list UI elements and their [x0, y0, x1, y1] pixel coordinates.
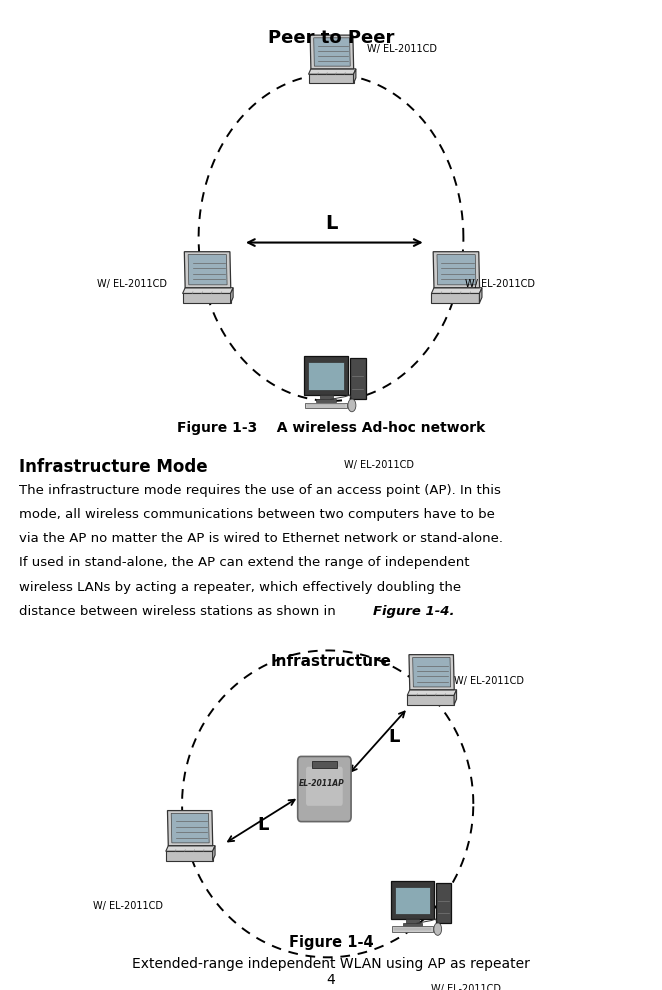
- Bar: [305, 403, 347, 408]
- Text: The infrastructure mode requires the use of an access point (AP). In this: The infrastructure mode requires the use…: [19, 483, 500, 497]
- Bar: [320, 395, 333, 399]
- Polygon shape: [188, 254, 227, 285]
- Text: L: L: [258, 816, 269, 835]
- Polygon shape: [432, 293, 479, 303]
- Text: via the AP no matter the AP is wired to Ethernet network or stand-alone.: via the AP no matter the AP is wired to …: [19, 532, 502, 545]
- Bar: [350, 357, 366, 399]
- Polygon shape: [412, 657, 451, 687]
- Polygon shape: [183, 293, 230, 303]
- Polygon shape: [437, 254, 476, 285]
- Polygon shape: [432, 288, 482, 293]
- Text: Peer to Peer: Peer to Peer: [268, 29, 394, 47]
- Bar: [393, 927, 433, 932]
- Text: If used in stand-alone, the AP can extend the range of independent: If used in stand-alone, the AP can exten…: [19, 556, 469, 569]
- Text: EL-2011AP: EL-2011AP: [299, 779, 345, 788]
- Text: Figure 1-3    A wireless Ad-hoc network: Figure 1-3 A wireless Ad-hoc network: [177, 421, 485, 435]
- Polygon shape: [171, 814, 209, 842]
- FancyBboxPatch shape: [306, 766, 343, 806]
- Bar: [395, 887, 430, 914]
- Polygon shape: [183, 288, 233, 293]
- Polygon shape: [454, 690, 457, 705]
- Polygon shape: [184, 251, 231, 288]
- Polygon shape: [166, 851, 213, 860]
- Text: mode, all wireless communications between two computers have to be: mode, all wireless communications betwee…: [19, 508, 495, 521]
- Text: Figure 1-4: Figure 1-4: [289, 935, 373, 950]
- Text: W/ EL-2011CD: W/ EL-2011CD: [454, 675, 524, 685]
- Text: Infrastructure: Infrastructure: [271, 653, 391, 669]
- Text: W/ EL-2011CD: W/ EL-2011CD: [367, 45, 438, 54]
- FancyBboxPatch shape: [298, 756, 351, 822]
- Text: W/ EL-2011CD: W/ EL-2011CD: [93, 901, 164, 911]
- Text: W/ EL-2011CD: W/ EL-2011CD: [344, 460, 414, 470]
- Text: L: L: [325, 214, 337, 233]
- Bar: [436, 883, 451, 924]
- Text: L: L: [389, 729, 400, 746]
- Ellipse shape: [434, 923, 442, 936]
- Polygon shape: [407, 695, 454, 705]
- Text: W/ EL-2011CD: W/ EL-2011CD: [97, 278, 167, 288]
- Polygon shape: [407, 690, 457, 695]
- Polygon shape: [213, 845, 215, 860]
- Polygon shape: [354, 69, 356, 83]
- Polygon shape: [308, 69, 356, 74]
- Text: W/ EL-2011CD: W/ EL-2011CD: [430, 984, 500, 990]
- Polygon shape: [310, 35, 354, 69]
- Text: Extended-range independent WLAN using AP as repeater: Extended-range independent WLAN using AP…: [132, 957, 530, 971]
- Bar: [406, 919, 419, 924]
- Text: wireless LANs by acting a repeater, which effectively doubling the: wireless LANs by acting a repeater, whic…: [19, 580, 461, 594]
- Bar: [308, 362, 344, 390]
- Polygon shape: [479, 288, 482, 303]
- Polygon shape: [230, 288, 233, 303]
- Text: W/ EL-2011CD: W/ EL-2011CD: [465, 278, 536, 288]
- Polygon shape: [409, 654, 454, 690]
- Bar: [316, 399, 336, 402]
- Polygon shape: [167, 811, 213, 845]
- Text: distance between wireless stations as shown in: distance between wireless stations as sh…: [19, 605, 340, 618]
- Polygon shape: [314, 38, 350, 66]
- Ellipse shape: [348, 399, 356, 412]
- Polygon shape: [308, 74, 354, 83]
- Text: 4: 4: [326, 973, 336, 987]
- Bar: [305, 356, 348, 395]
- Polygon shape: [166, 845, 215, 851]
- Text: Infrastructure Mode: Infrastructure Mode: [19, 458, 207, 476]
- Text: Figure 1-4.: Figure 1-4.: [373, 605, 454, 618]
- Polygon shape: [433, 251, 479, 288]
- Bar: [312, 761, 337, 768]
- Bar: [391, 881, 434, 919]
- Bar: [403, 924, 422, 926]
